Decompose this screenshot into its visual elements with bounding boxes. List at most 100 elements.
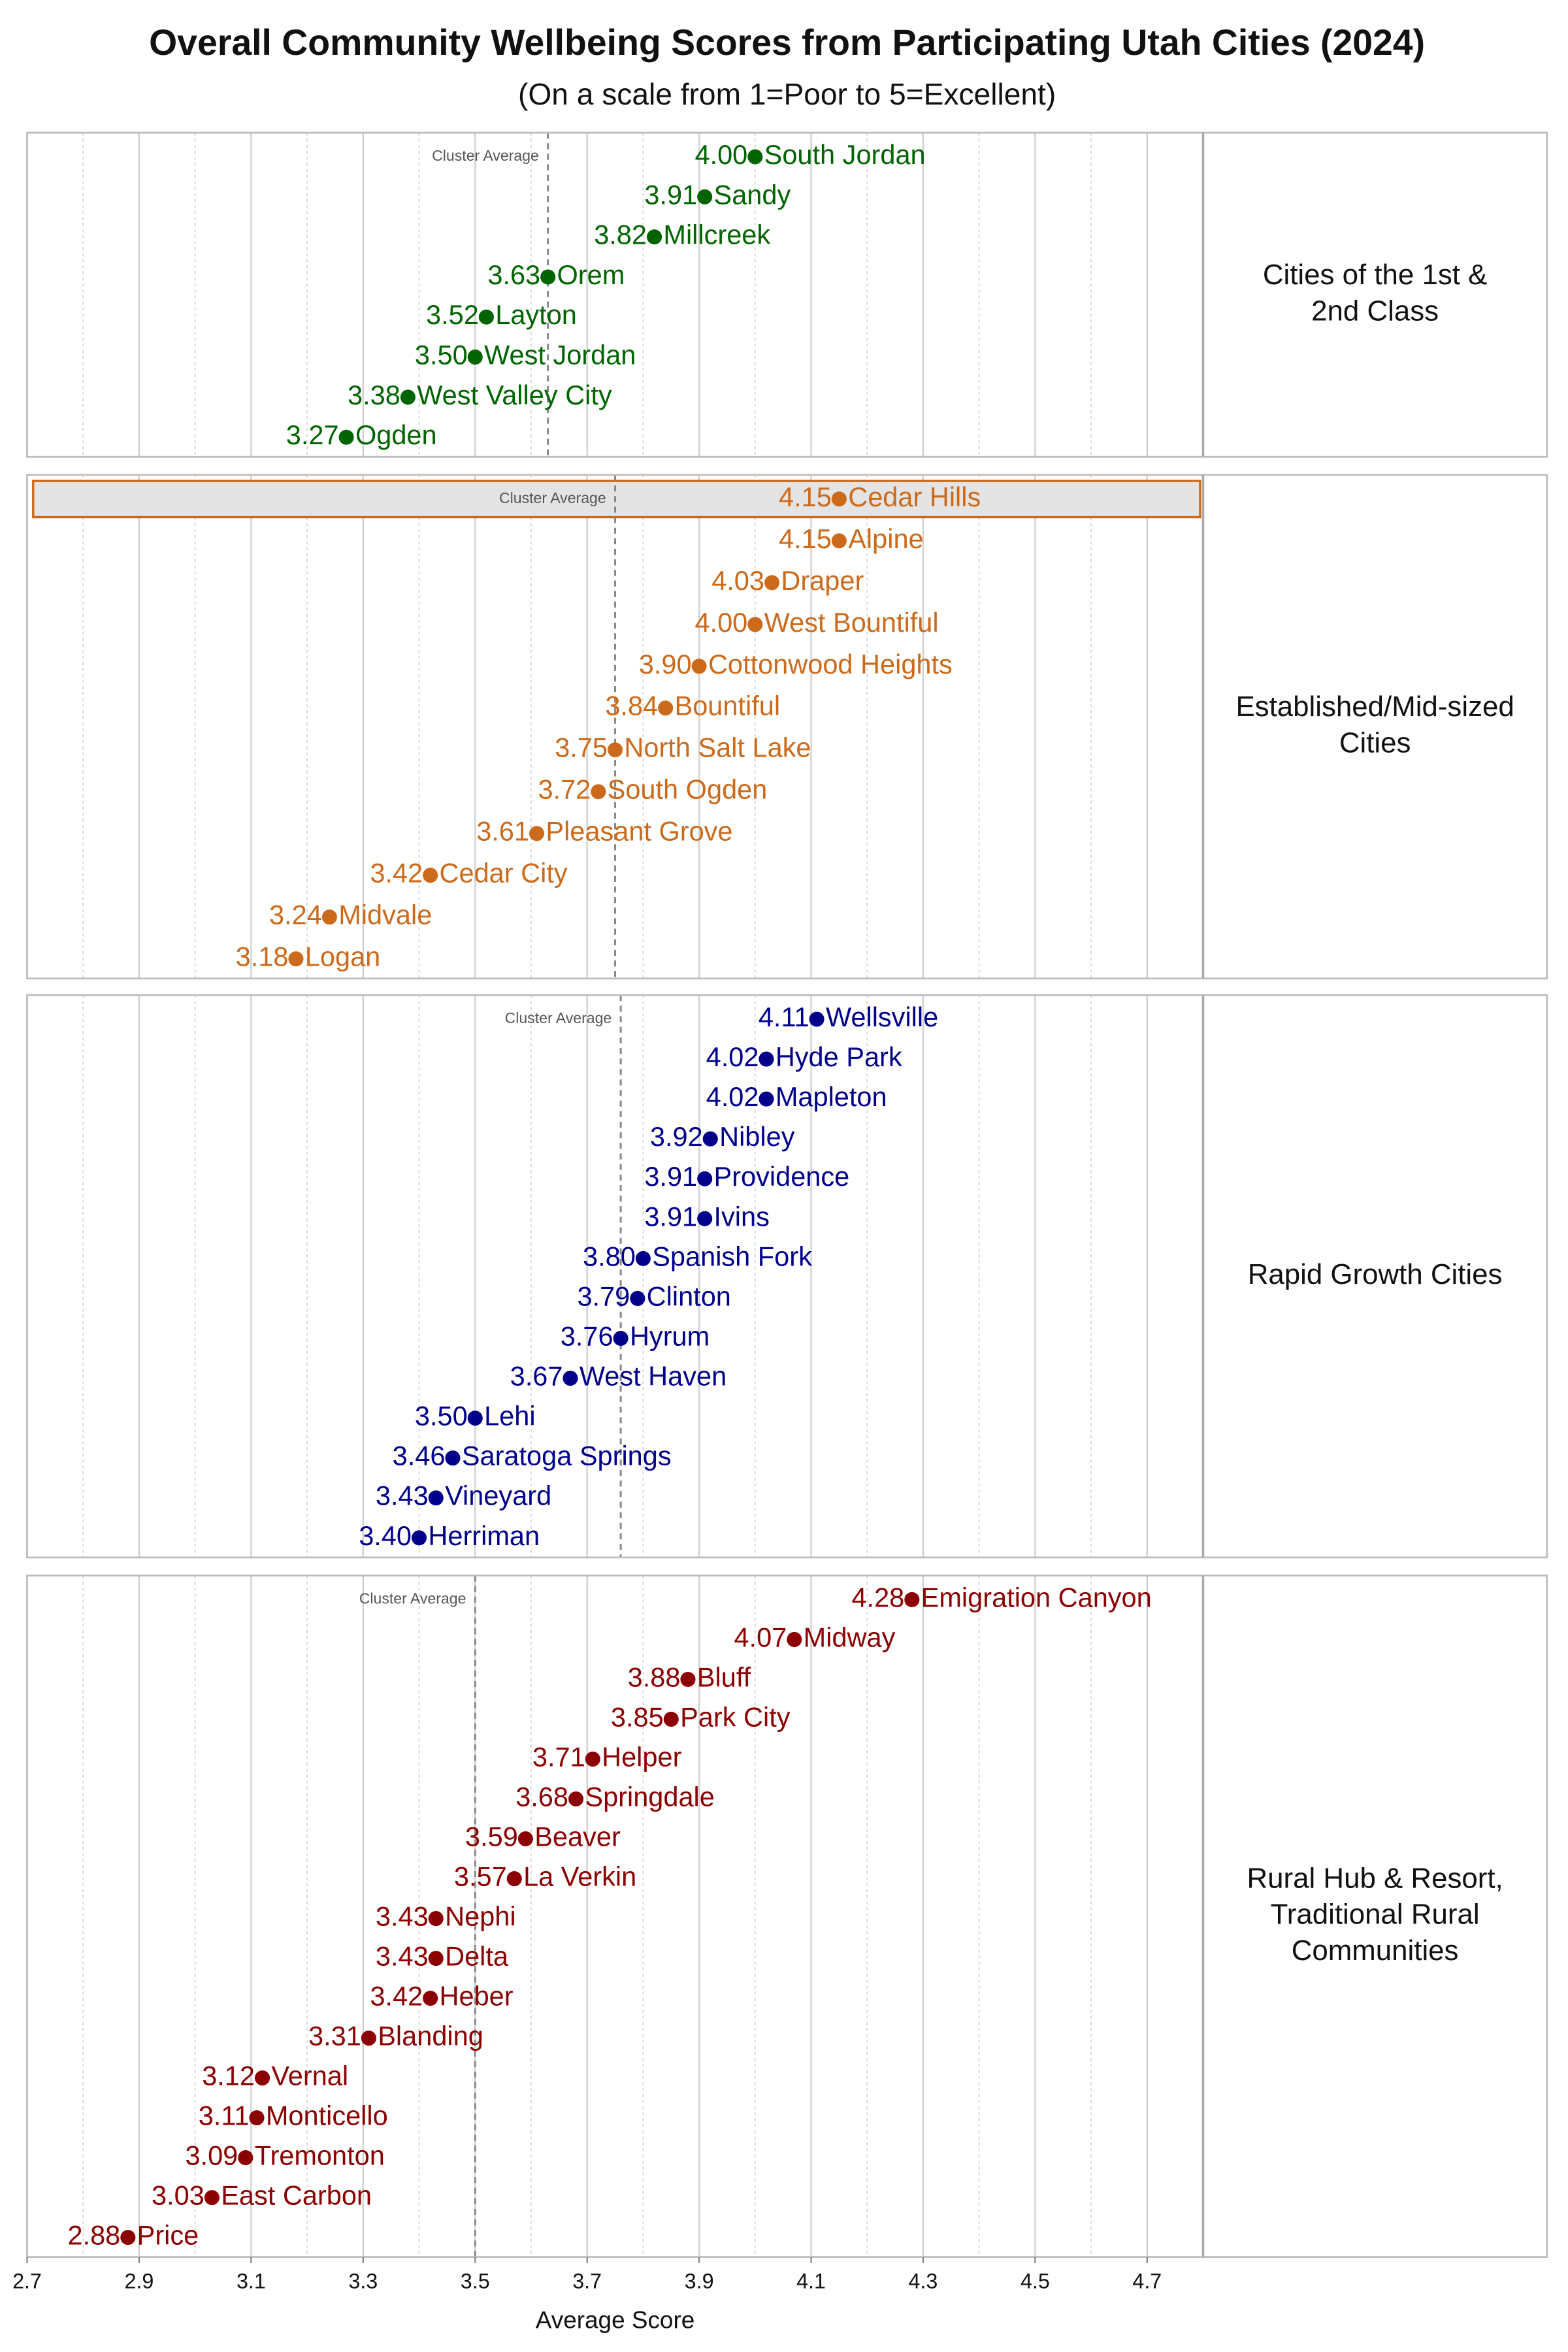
city-label: Blanding [378,2021,483,2051]
value-label: 3.42 [370,1981,423,2012]
city-label: Hyde Park [776,1041,902,1072]
value-label: 3.42 [370,858,423,889]
value-label: 3.31 [308,2021,361,2051]
dot [400,389,416,405]
value-label: 3.50 [415,340,468,370]
panel-background [27,133,1547,457]
panel-label: Cities of the 1st & [1263,259,1487,291]
dot [697,1171,713,1186]
value-label: 3.43 [376,1480,429,1511]
dot [428,1951,444,1967]
city-label: West Haven [580,1361,727,1392]
city-label: Lehi [484,1401,536,1431]
dot [647,229,662,245]
city-label: Logan [305,941,380,972]
dot [321,909,337,925]
dot [563,1371,578,1386]
dot [904,1592,920,1607]
city-label: Cedar Hills [848,482,981,512]
value-label: 2.88 [67,2220,120,2251]
value-label: 3.79 [577,1281,630,1311]
city-label: Orem [557,259,625,290]
city-label: Mapleton [776,1081,887,1112]
city-label: Sandy [714,179,791,210]
value-label: 3.67 [510,1361,563,1392]
dot [467,1411,483,1426]
dot [361,2031,376,2046]
value-label: 3.18 [236,941,289,972]
city-label: Midvale [338,900,432,930]
value-label: 3.52 [426,299,479,330]
value-label: 3.40 [359,1520,412,1551]
city-label: South Jordan [764,139,926,170]
value-label: 3.63 [487,259,540,290]
dot [120,2230,136,2246]
dot [747,149,763,165]
city-label: Bountiful [675,691,781,721]
average-label: Cluster Average [432,147,539,164]
value-label: 3.91 [644,1161,697,1192]
value-label: 3.43 [376,1941,429,1972]
x-axis-title: Average Score [536,2307,694,2334]
panel-label: Rapid Growth Cities [1248,1258,1503,1290]
value-label: 4.02 [706,1081,759,1112]
dot [658,700,674,716]
panel-background [27,995,1547,1558]
value-label: 3.88 [628,1661,681,1692]
city-label: Nibley [719,1121,795,1152]
dot [591,784,606,800]
panel-border [26,1575,1548,2258]
value-label: 3.92 [650,1121,703,1152]
dot [423,868,438,883]
x-tick-label: 3.5 [461,2269,490,2293]
value-label: 3.91 [644,1201,697,1232]
dot [691,659,707,674]
panel-background [27,1575,1547,2257]
dot [608,742,623,758]
x-tick-label: 4.3 [909,2269,938,2293]
value-label: 4.15 [779,482,832,512]
highlight-box [32,480,1201,519]
city-label: Pleasant Grove [546,816,732,847]
x-tick-label: 3.3 [348,2269,378,2293]
dot [663,1711,679,1727]
dot [238,2150,253,2166]
x-tick-label: 3.7 [572,2269,602,2293]
value-label: 4.11 [759,1002,809,1032]
panel-border [26,474,1548,980]
value-label: 3.76 [561,1320,613,1351]
dot [249,2110,265,2126]
city-label: Monticello [266,2100,388,2131]
city-label: Cottonwood Heights [708,649,953,679]
x-tick-label: 4.5 [1021,2269,1050,2293]
average-label: Cluster Average [499,489,606,506]
value-label: 3.59 [465,1821,518,1852]
chart-subtitle: (On a scale from 1=Poor to 5=Excellent) [518,77,1056,111]
value-label: 3.84 [605,691,658,721]
city-label: Millcreek [663,220,770,250]
dot [680,1671,696,1688]
dot [831,533,847,549]
value-label: 4.00 [694,607,747,638]
dot [697,189,713,204]
city-label: Providence [714,1161,850,1192]
panel-label: Rural Hub & Resort, [1247,1862,1503,1894]
value-label: 3.68 [515,1781,568,1812]
city-label: Bluff [697,1661,751,1692]
dot [467,350,483,365]
city-label: North Salt Lake [624,732,811,763]
value-label: 3.11 [199,2100,250,2131]
city-label: Vineyard [445,1480,551,1511]
dot [831,491,847,507]
city-label: Clinton [647,1281,731,1311]
city-label: Alpine [848,523,923,554]
city-label: Ivins [714,1201,770,1232]
dot [428,1911,444,1927]
dot [635,1250,651,1266]
city-label: Saratoga Springs [462,1441,672,1471]
panel-border [26,131,1548,458]
x-tick-label: 4.1 [796,2269,826,2293]
value-label: 3.72 [538,774,591,805]
city-label: West Bountiful [764,607,939,638]
city-label: Price [137,2220,199,2251]
